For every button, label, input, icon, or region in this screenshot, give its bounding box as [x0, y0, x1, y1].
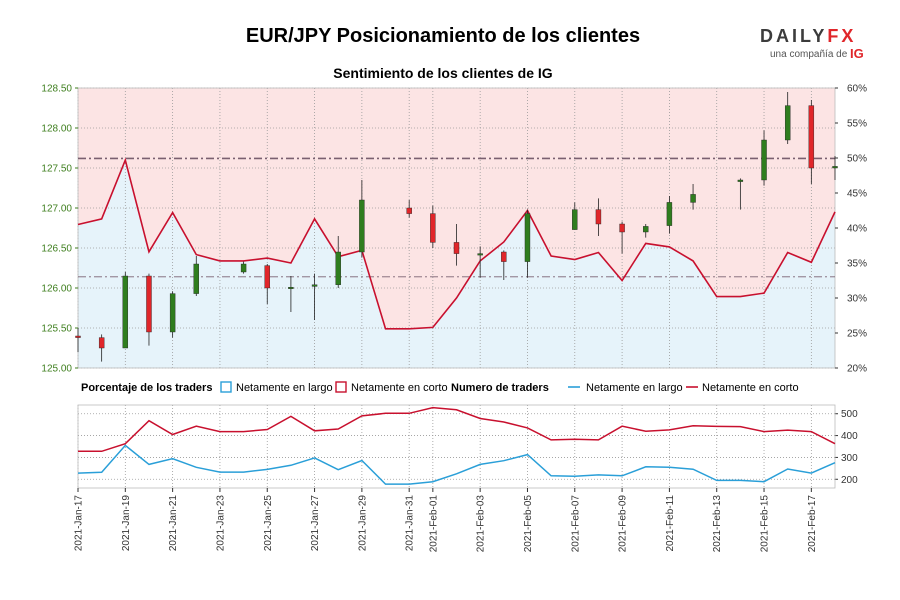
sentiment-line [77, 157, 836, 330]
x-tick-label: 2021-Feb-17 [807, 495, 818, 553]
candle-body [832, 166, 838, 169]
candle-body [98, 337, 105, 349]
x-tick-label: 2021-Jan-27 [310, 495, 321, 552]
x-tick-label: 2021-Feb-07 [570, 495, 581, 553]
candle-body [430, 213, 436, 243]
price-tick-label: 125.50 [41, 324, 72, 335]
svg-text:DAILYFX: DAILYFX [760, 26, 856, 46]
candle-body [193, 263, 199, 294]
pct-tick-label: 25% [847, 329, 867, 340]
candle-body [335, 251, 341, 285]
x-tick-label: 2021-Feb-15 [760, 495, 771, 553]
candle-body [690, 194, 696, 203]
pct-tick-label: 30% [847, 294, 867, 305]
logo-brand-ig: IG [850, 46, 864, 61]
trader-count-chart: 200 300 400 500 [77, 404, 858, 489]
price-tick-label: 128.00 [41, 124, 72, 135]
price-tick-label: 126.00 [41, 284, 72, 295]
pct-tick-label: 35% [847, 259, 867, 270]
x-tick-label: 2021-Jan-29 [357, 495, 368, 552]
pct-tick-label: 60% [847, 84, 867, 95]
candle-body [406, 207, 412, 214]
candle-body [453, 242, 460, 254]
logo-text-fx: FX [827, 26, 856, 46]
dailyfx-logo: DAILYFX una compañía de IG [760, 26, 864, 61]
short-zone-upper [78, 88, 835, 159]
legend-pct-title: Porcentaje de los traders [81, 382, 212, 394]
candle-body [311, 284, 318, 287]
pct-tick-label: 50% [847, 154, 867, 165]
x-tick-label: 2021-Jan-31 [405, 495, 416, 552]
pct-tick-label: 45% [847, 189, 867, 200]
x-tick-label: 2021-Feb-01 [428, 495, 439, 553]
x-tick-label: 2021-Jan-19 [121, 495, 132, 552]
legend-long-box [220, 381, 232, 393]
legend-long-label: Netamente en largo [236, 382, 333, 394]
legend-short-label: Netamente en corto [351, 382, 448, 394]
pct-tick-label: 20% [847, 364, 867, 375]
pct-tick-label: 40% [847, 224, 867, 235]
x-tick-label: 2021-Jan-21 [168, 495, 179, 552]
price-tick-label: 126.50 [41, 244, 72, 255]
candle-body [146, 275, 152, 333]
legend: Porcentaje de los traders Netamente en la… [81, 381, 799, 394]
candle-body [477, 253, 483, 256]
pct-tick-label: 55% [847, 119, 867, 130]
candle-body [737, 179, 744, 182]
long-traders-line [77, 444, 836, 485]
candle-body [784, 105, 791, 141]
candle-body [501, 251, 507, 262]
legend-num-title: Numero de traders [451, 382, 549, 394]
count-tick-label: 300 [841, 453, 858, 464]
candle-body [619, 223, 625, 233]
logo-text-daily: DAILY [760, 26, 827, 46]
count-tick-label: 500 [841, 409, 858, 420]
x-tick-label: 2021-Jan-23 [215, 495, 226, 552]
x-axis: 2021-Jan-17 2021-Jan-19 2021-Jan-21 2021-Ja… [74, 488, 818, 552]
legend-short-box [335, 381, 347, 393]
chart-subtitle: Sentimiento de los clientes de IG [333, 65, 552, 81]
page-title: EUR/JPY Posicionamiento de los clientes [246, 25, 640, 47]
legend-num-long-label: Netamente en largo [586, 382, 683, 394]
candle-body [359, 199, 365, 253]
candle-body [808, 105, 815, 169]
logo-subtitle: una compañía de [770, 49, 848, 60]
candle-body [169, 293, 176, 333]
candle-body [761, 139, 767, 181]
candle-body [595, 209, 602, 225]
count-tick-label: 400 [841, 431, 858, 442]
price-tick-label: 128.50 [41, 84, 72, 95]
candle-body [288, 287, 294, 289]
short-traders-line [78, 406, 836, 453]
candle-body [240, 263, 247, 273]
count-tick-label: 200 [841, 475, 858, 486]
candle-body [572, 209, 578, 230]
x-tick-label: 2021-Feb-11 [665, 495, 676, 552]
x-tick-label: 2021-Jan-17 [74, 495, 85, 552]
candle-body [524, 213, 531, 262]
x-tick-label: 2021-Feb-09 [618, 495, 629, 553]
price-chart: 125.00 125.50 126.00 126.50 127.00 127.50 128.… [41, 84, 867, 375]
candle-body [666, 202, 673, 226]
legend-num-short-label: Netamente en corto [702, 382, 799, 394]
x-tick-label: 2021-Feb-13 [712, 495, 723, 553]
count-chart-frame [77, 404, 836, 489]
price-tick-label: 127.00 [41, 204, 72, 215]
price-tick-label: 127.50 [41, 164, 72, 175]
candle-body [643, 226, 649, 233]
x-tick-label: 2021-Jan-25 [263, 495, 274, 552]
x-tick-label: 2021-Feb-05 [523, 495, 534, 553]
price-tick-label: 125.00 [41, 364, 72, 375]
x-tick-label: 2021-Feb-03 [476, 495, 487, 553]
candle-body [122, 275, 129, 349]
candle-body [264, 265, 270, 289]
candle-body [75, 335, 81, 338]
